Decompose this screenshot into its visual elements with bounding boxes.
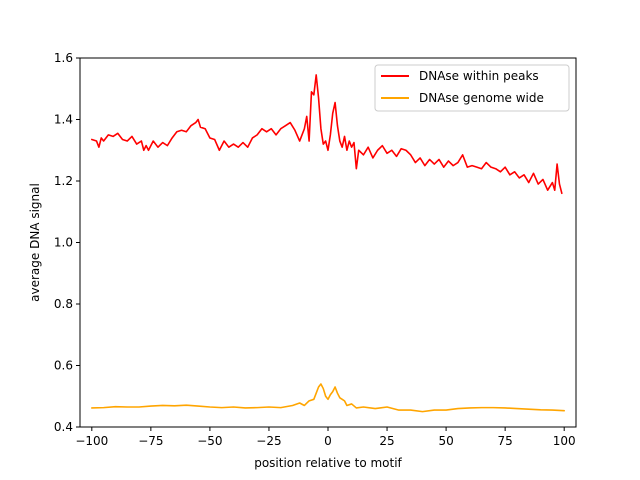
x-tick-label: 75 — [498, 434, 513, 448]
y-tick-label: 0.8 — [54, 297, 73, 311]
x-tick-label: −100 — [75, 434, 108, 448]
y-tick-label: 1.0 — [54, 236, 73, 250]
plot-area — [91, 74, 565, 413]
y-axis-label: average DNA signal — [28, 183, 42, 302]
y-tick-label: 0.4 — [54, 420, 73, 434]
series-line-within-peaks — [91, 74, 563, 195]
y-tick-label: 1.2 — [54, 174, 73, 188]
x-tick-label: −25 — [256, 434, 281, 448]
x-tick-label: 0 — [324, 434, 332, 448]
x-tick-label: −75 — [138, 434, 163, 448]
x-axis: −100 −75 −50 −25 0 25 50 75 100 — [75, 427, 576, 448]
x-tick-label: −50 — [197, 434, 222, 448]
x-tick-label: 25 — [379, 434, 394, 448]
x-tick-label: 50 — [438, 434, 453, 448]
y-tick-label: 1.6 — [54, 51, 73, 65]
axes-frame — [79, 57, 577, 428]
legend: DNAse within peaks DNAse genome wide — [374, 64, 570, 112]
y-axis: 0.4 0.6 0.8 1.0 1.2 1.4 1.6 — [54, 51, 80, 434]
legend-box — [374, 64, 570, 112]
legend-label-within-peaks: DNAse within peaks — [419, 69, 539, 83]
y-tick-label: 0.6 — [54, 359, 73, 373]
y-tick-label: 1.4 — [54, 113, 73, 127]
x-axis-label: position relative to motif — [254, 456, 402, 470]
x-tick-label: 100 — [553, 434, 576, 448]
series-line-genome-wide — [91, 383, 565, 413]
legend-label-genome-wide: DNAse genome wide — [419, 91, 544, 105]
